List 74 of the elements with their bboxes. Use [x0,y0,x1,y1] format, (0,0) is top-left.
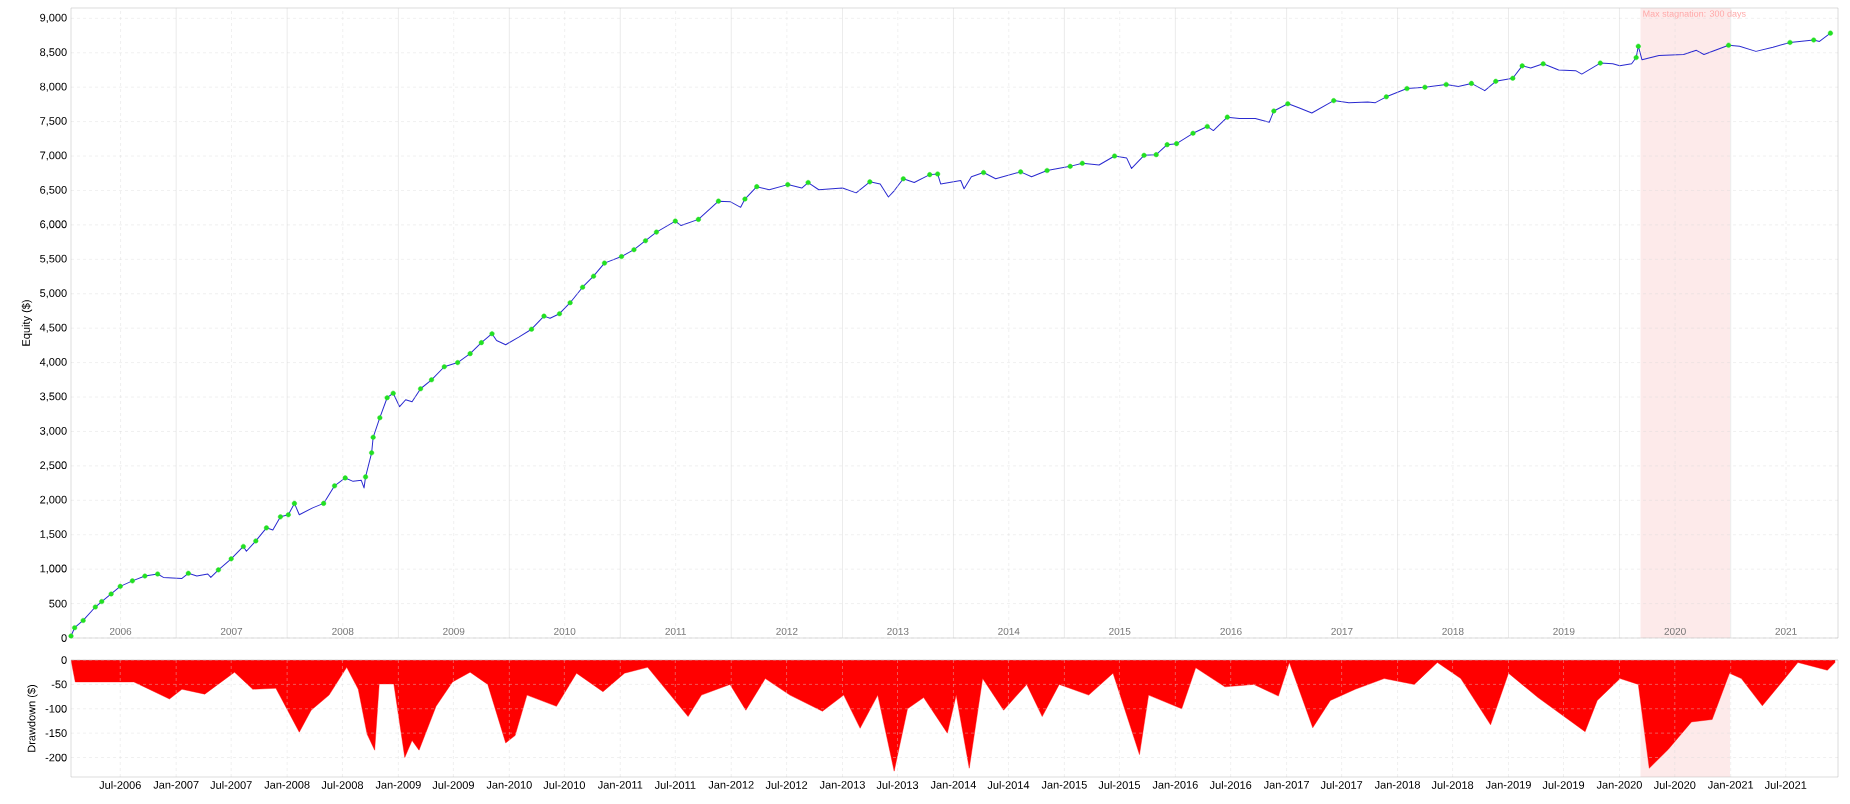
x-tick-label: Jan-2017 [1263,780,1309,789]
x-tick-label: 2017 [1331,627,1353,635]
x-tick-label: Jan-2012 [708,780,754,789]
x-tick-label: 2009 [443,627,465,635]
y-axis-title: Drawdown ($) [27,684,38,752]
y-tick-label: 8,500 [40,48,67,58]
band-label: Max stagnation: 300 days [1643,10,1746,19]
y-tick-label: 6,500 [40,185,67,196]
x-tick-label: 2015 [1109,627,1131,635]
y-tick-label: 1,000 [40,564,67,574]
x-tick-label: 2014 [998,627,1020,635]
x-tick-label: 2008 [332,627,354,635]
y-tick-label: 0 [61,656,67,664]
y-tick-label: 7,500 [40,117,67,127]
y-tick-label: 4,500 [39,323,67,333]
x-tick-label: 2018 [1442,627,1464,635]
y-tick-label: -100 [45,704,67,713]
x-tick-label: Jan-2018 [1374,780,1420,789]
x-tick-label: Jul-2019 [1542,780,1585,789]
x-tick-label: Jul-2012 [765,780,808,789]
x-tick-label: Jul-2021 [1764,780,1807,789]
y-tick-label: 5,000 [40,289,67,299]
x-tick-label: 2010 [554,627,576,635]
x-tick-label: 2006 [109,627,132,635]
x-tick-label: Jul-2007 [210,780,252,789]
y-tick-label: 8,000 [40,82,67,92]
x-tick-label: 2011 [665,627,686,635]
y-tick-label: 5,500 [40,254,67,264]
y-tick-label: 7,000 [40,151,67,161]
x-tick-label: Jul-2008 [321,780,364,789]
x-tick-label: 2019 [1553,627,1575,635]
y-tick-label: 2,000 [40,495,67,505]
x-tick-label: 2020 [1664,627,1686,635]
x-tick-label: Jan-2011 [597,780,643,789]
x-tick-label: 2021 [1775,627,1797,635]
x-tick-label: 2016 [1220,627,1242,635]
y-tick-label: 0 [61,634,67,642]
x-tick-label: Jul-2018 [1431,780,1474,789]
x-tick-label: Jul-2017 [1320,780,1363,789]
x-tick-label: Jan-2020 [1596,780,1642,789]
x-tick-label: Jul-2020 [1653,780,1696,789]
x-tick-label: Jan-2009 [375,780,421,789]
x-tick-label: Jan-2019 [1485,780,1531,789]
x-tick-label: Jan-2014 [930,780,977,789]
x-tick-label: Jan-2021 [1707,780,1754,789]
y-tick-label: 9,000 [40,13,67,23]
y-axis-title: Equity ($) [21,300,33,346]
y-tick-label: 4,000 [39,358,67,368]
y-tick-label: -200 [45,753,67,762]
x-tick-label: Jul-2014 [987,780,1030,789]
y-tick-label: 500 [49,599,67,608]
x-tick-label: Jul-2013 [876,780,919,789]
x-tick-label: Jul-2006 [99,780,141,789]
x-tick-label: Jan-2008 [264,780,310,789]
x-tick-label: Jan-2007 [153,780,199,789]
y-tick-label: -150 [45,729,67,738]
x-tick-label: Jan-2015 [1041,780,1087,789]
y-tick-label: 1,500 [40,530,67,540]
y-tick-label: 2,500 [40,461,67,471]
x-tick-label: Jul-2011 [654,780,696,789]
x-tick-label: Jan-2016 [1152,780,1198,789]
y-tick-label: -50 [51,680,67,689]
x-tick-label: Jul-2016 [1209,780,1252,789]
x-tick-label: 2013 [887,627,909,635]
x-tick-label: Jan-2013 [819,780,865,789]
x-tick-label: 2007 [220,627,243,635]
x-tick-label: Jul-2009 [432,780,474,789]
y-tick-label: 3,000 [40,426,67,436]
x-tick-label: Jan-2010 [486,780,532,789]
y-tick-label: 6,000 [40,220,67,230]
x-tick-label: Jul-2015 [1098,780,1141,789]
x-tick-label: Jul-2010 [543,780,585,789]
y-tick-label: 3,500 [40,392,67,402]
x-tick-label: 2012 [776,627,798,635]
